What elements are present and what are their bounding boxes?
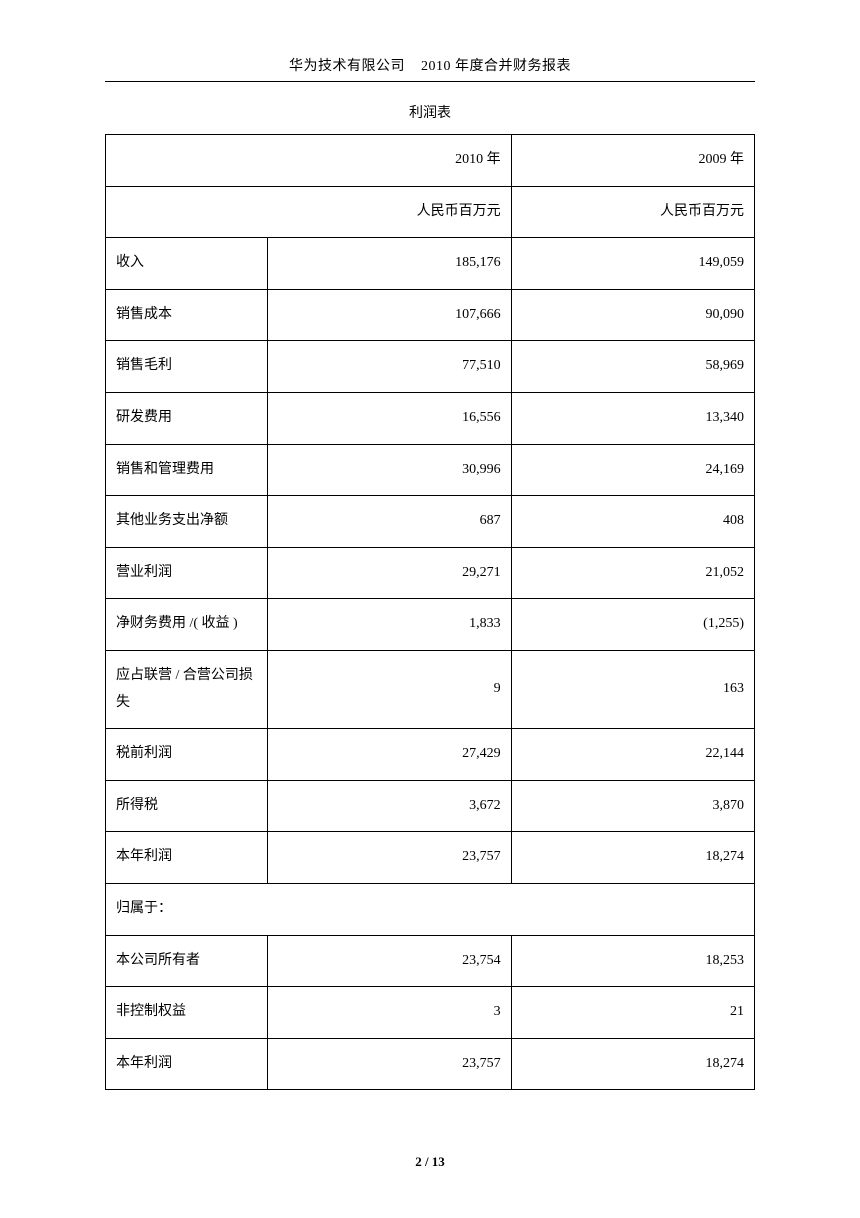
row-value-2009: (1,255) <box>511 599 754 651</box>
row-value-2010: 29,271 <box>268 547 511 599</box>
row-label: 非控制权益 <box>106 987 268 1039</box>
table-row: 研发费用16,55613,340 <box>106 392 755 444</box>
row-value-2009: 13,340 <box>511 392 754 444</box>
row-value-2010: 23,757 <box>268 1038 511 1090</box>
row-label: 营业利润 <box>106 547 268 599</box>
row-value-2009: 18,253 <box>511 935 754 987</box>
row-value-2010: 23,754 <box>268 935 511 987</box>
company-name: 华为技术有限公司 <box>289 59 405 74</box>
table-row: 净财务费用 /( 收益 )1,833(1,255) <box>106 599 755 651</box>
row-label: 净财务费用 /( 收益 ) <box>106 599 268 651</box>
row-value-2009: 3,870 <box>511 780 754 832</box>
row-value-2009: 163 <box>511 650 754 728</box>
row-value-2009: 21,052 <box>511 547 754 599</box>
table-row: 所得税3,6723,870 <box>106 780 755 832</box>
row-value-2010: 3,672 <box>268 780 511 832</box>
col-header-unit-2009: 人民币百万元 <box>511 186 754 238</box>
row-value-2010: 107,666 <box>268 289 511 341</box>
row-value-2010: 3 <box>268 987 511 1039</box>
row-value-2010: 30,996 <box>268 444 511 496</box>
row-value-2009: 58,969 <box>511 341 754 393</box>
row-label: 销售毛利 <box>106 341 268 393</box>
table-row: 本公司所有者23,75418,253 <box>106 935 755 987</box>
report-title: 2010 年度合并财务报表 <box>421 59 571 74</box>
header-row-units: 人民币百万元 人民币百万元 <box>106 186 755 238</box>
row-label: 研发费用 <box>106 392 268 444</box>
row-label: 本年利润 <box>106 832 268 884</box>
row-value-2010: 9 <box>268 650 511 728</box>
table-row: 收入185,176149,059 <box>106 238 755 290</box>
table-row: 非控制权益321 <box>106 987 755 1039</box>
row-value-2010: 27,429 <box>268 729 511 781</box>
section-row: 归属于： <box>106 883 755 935</box>
income-statement-table: 2010 年 2009 年 人民币百万元 人民币百万元 收入185,176149… <box>105 134 755 1090</box>
row-label: 所得税 <box>106 780 268 832</box>
row-value-2009: 18,274 <box>511 832 754 884</box>
table-row: 销售毛利77,51058,969 <box>106 341 755 393</box>
row-label: 税前利润 <box>106 729 268 781</box>
section-label: 归属于： <box>106 883 755 935</box>
table-row: 应占联营 / 合营公司损失9163 <box>106 650 755 728</box>
row-value-2010: 185,176 <box>268 238 511 290</box>
table-row: 其他业务支出净额687408 <box>106 496 755 548</box>
document-page: 华为技术有限公司 2010 年度合并财务报表 利润表 2010 年 2009 年… <box>0 0 860 1218</box>
table-row: 营业利润29,27121,052 <box>106 547 755 599</box>
row-value-2009: 149,059 <box>511 238 754 290</box>
row-label: 收入 <box>106 238 268 290</box>
row-label: 应占联营 / 合营公司损失 <box>106 650 268 728</box>
row-value-2010: 16,556 <box>268 392 511 444</box>
row-label: 本公司所有者 <box>106 935 268 987</box>
row-value-2009: 22,144 <box>511 729 754 781</box>
row-label: 销售成本 <box>106 289 268 341</box>
row-label: 销售和管理费用 <box>106 444 268 496</box>
table-row: 本年利润23,75718,274 <box>106 832 755 884</box>
col-header-year-2010: 2010 年 <box>106 135 512 187</box>
row-label: 本年利润 <box>106 1038 268 1090</box>
col-header-year-2009: 2009 年 <box>511 135 754 187</box>
row-value-2009: 24,169 <box>511 444 754 496</box>
table-row: 税前利润27,42922,144 <box>106 729 755 781</box>
table-row: 本年利润23,75718,274 <box>106 1038 755 1090</box>
col-header-unit-2010: 人民币百万元 <box>106 186 512 238</box>
row-value-2010: 1,833 <box>268 599 511 651</box>
row-label: 其他业务支出净额 <box>106 496 268 548</box>
table-row: 销售成本107,66690,090 <box>106 289 755 341</box>
row-value-2009: 408 <box>511 496 754 548</box>
table-title: 利润表 <box>105 102 755 122</box>
page-number: 2 / 13 <box>0 1154 860 1170</box>
row-value-2009: 90,090 <box>511 289 754 341</box>
row-value-2009: 21 <box>511 987 754 1039</box>
row-value-2010: 77,510 <box>268 341 511 393</box>
page-header: 华为技术有限公司 2010 年度合并财务报表 <box>105 55 755 82</box>
row-value-2010: 23,757 <box>268 832 511 884</box>
row-value-2010: 687 <box>268 496 511 548</box>
header-row-years: 2010 年 2009 年 <box>106 135 755 187</box>
table-row: 销售和管理费用30,99624,169 <box>106 444 755 496</box>
row-value-2009: 18,274 <box>511 1038 754 1090</box>
